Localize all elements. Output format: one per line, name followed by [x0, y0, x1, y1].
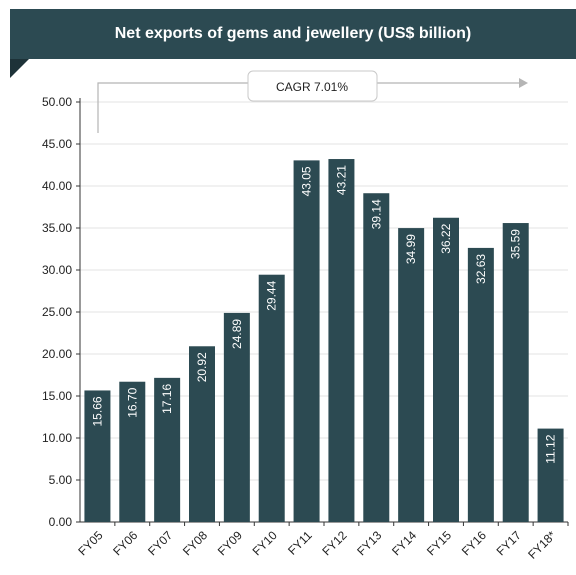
cagr-annotation: CAGR 7.01% — [97, 70, 528, 133]
x-tick-label: FY18* — [525, 528, 559, 562]
x-tick-label: FY14 — [389, 528, 419, 558]
x-tick-label: FY15 — [424, 528, 454, 558]
y-tick-label: 20.00 — [42, 347, 72, 361]
value-label: 35.59 — [509, 229, 523, 259]
value-label: 15.66 — [90, 396, 104, 426]
x-tick-label: FY17 — [494, 528, 524, 558]
cagr-box — [247, 70, 378, 102]
x-tick-label: FY05 — [75, 528, 105, 558]
bar — [502, 223, 529, 522]
bar — [433, 217, 459, 522]
y-tick-label: 30.00 — [42, 263, 72, 277]
y-tick-label: 5.00 — [49, 473, 73, 487]
x-tick-label: FY13 — [354, 528, 384, 558]
value-label: 34.99 — [404, 234, 418, 264]
value-label: 20.92 — [195, 352, 209, 382]
x-tick-label: FY10 — [250, 528, 280, 558]
bar — [363, 193, 390, 522]
bar — [154, 377, 181, 522]
y-tick-label: 40.00 — [42, 179, 72, 193]
value-label: 29.44 — [265, 280, 279, 310]
y-tick-label: 45.00 — [42, 137, 72, 151]
y-tick-label: 50.00 — [42, 95, 72, 109]
value-label: 17.16 — [160, 384, 174, 414]
value-label: 43.05 — [300, 166, 314, 196]
x-tick-label: FY09 — [215, 528, 245, 558]
bar — [537, 428, 564, 522]
x-tick-label: FY16 — [459, 528, 489, 558]
y-axis-ticks: 0.00 5.00 10.00 15.00 20.00 25.00 30.00 35.00 40… — [42, 95, 72, 529]
y-tick-label: 0.00 — [49, 515, 73, 529]
value-label: 11.12 — [544, 434, 558, 463]
bar — [84, 390, 111, 522]
value-label: 39.14 — [369, 199, 383, 229]
x-tick-label: FY07 — [145, 528, 175, 558]
value-label: 16.70 — [125, 387, 139, 417]
bar — [293, 160, 320, 522]
bar — [467, 247, 494, 522]
value-label: 24.89 — [230, 319, 244, 349]
y-tick-label: 25.00 — [42, 305, 72, 319]
x-tick-label: FY08 — [180, 528, 210, 558]
bar — [223, 312, 250, 522]
x-axis-ticks: FY05 FY06 FY07 FY08 FY09 FY10 FY11 FY12 FY13 FY14… — [75, 528, 559, 562]
cagr-arrow-line — [97, 82, 520, 133]
bar — [189, 346, 215, 522]
bar — [258, 274, 285, 522]
value-label: 32.63 — [474, 254, 488, 284]
x-tick-label: FY12 — [319, 528, 349, 558]
banner-fold-decoration — [10, 59, 29, 78]
y-tick-label: 10.00 — [42, 431, 72, 445]
chart-title: Net exports of gems and jewellery (US$ b… — [114, 25, 472, 42]
bar — [398, 228, 425, 523]
value-label: 43.21 — [334, 165, 348, 195]
value-label: 36.22 — [439, 223, 453, 253]
cagr-arrow-head — [519, 78, 528, 88]
bar — [119, 381, 146, 522]
cagr-label: CAGR 7.01% — [276, 80, 348, 94]
gridlines — [80, 101, 568, 523]
bars — [84, 159, 564, 523]
x-tick-label: FY11 — [285, 528, 315, 558]
y-tick-label: 35.00 — [42, 221, 72, 235]
value-labels: 15.66 16.70 17.16 20.92 24.89 29.44 43.05 43.21… — [90, 165, 557, 464]
y-tick-label: 15.00 — [42, 389, 72, 403]
x-tick-label: FY06 — [110, 528, 140, 558]
bar — [328, 159, 355, 522]
chart-title-banner: Net exports of gems and jewellery (US$ b… — [10, 9, 576, 59]
